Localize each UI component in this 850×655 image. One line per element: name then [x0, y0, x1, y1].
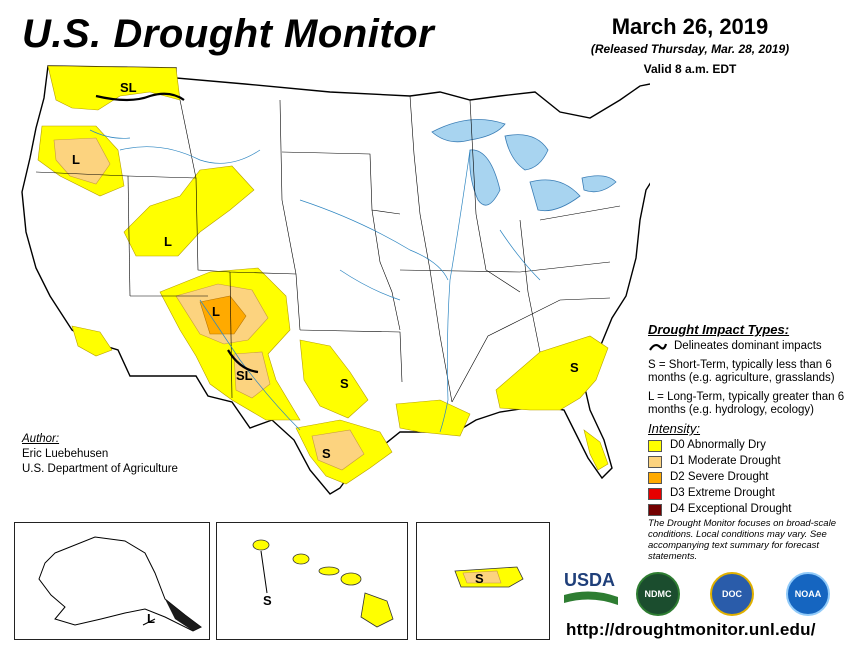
date-block: March 26, 2019 (Released Thursday, Mar. … — [560, 14, 820, 76]
intensity-list: D0 Abnormally Dry D1 Moderate Drought D2 S… — [648, 439, 848, 516]
intensity-row: D4 Exceptional Drought — [648, 503, 848, 516]
delineates-text: Delineates dominant impacts — [674, 340, 822, 352]
label-pr: S — [475, 571, 484, 586]
intensity-swatch — [648, 471, 662, 484]
hawaii-map: S — [252, 539, 394, 628]
d0-pacific-nw — [47, 65, 181, 111]
intensity-row: D2 Severe Drought — [648, 471, 848, 484]
label-ut: L — [164, 234, 172, 249]
d0-gulf-coast — [395, 399, 471, 437]
label-hi: S — [263, 593, 272, 608]
molokai — [318, 566, 340, 576]
d0-california-south — [71, 325, 113, 357]
alaska-inset: L — [14, 522, 210, 640]
big-island — [360, 592, 394, 628]
intensity-label: D1 Moderate Drought — [670, 455, 781, 467]
long-term-text: L = Long-Term, typically greater than 6 … — [648, 391, 845, 416]
author-block: Author: Eric Luebehusen U.S. Department … — [22, 432, 178, 477]
conus-map: SL L L L SL S S S — [21, 65, 650, 495]
noaa-logo: NOAA — [786, 572, 830, 616]
kauai — [252, 539, 270, 551]
ndmc-logo: NDMC — [636, 572, 680, 616]
label-tx-n: S — [340, 376, 349, 391]
label-wa: SL — [120, 80, 137, 95]
d1-oregon — [53, 137, 111, 185]
label-or: L — [72, 152, 80, 167]
label-tx-s: S — [322, 446, 331, 461]
d2-areas — [199, 295, 247, 335]
d1-texas-south — [311, 429, 365, 471]
label-nm: SL — [236, 368, 253, 383]
map-date: March 26, 2019 — [611, 14, 769, 39]
disclaimer-note: The Drought Monitor focuses on broad-sca… — [648, 518, 836, 562]
website-url[interactable]: http://droughtmonitor.unl.edu/ — [566, 620, 816, 639]
pr-d1 — [462, 570, 502, 584]
intensity-heading: Intensity: — [648, 421, 701, 436]
d0-southeast — [495, 335, 609, 411]
impact-heading: Drought Impact Types: — [648, 322, 790, 337]
impact-lines — [95, 92, 259, 374]
intensity-row: D3 Extreme Drought — [648, 487, 848, 500]
intensity-label: D0 Abnormally Dry — [670, 439, 766, 451]
d0-florida — [583, 429, 609, 471]
label-ak: L — [147, 611, 155, 626]
state-lines — [35, 95, 621, 403]
label-sc: S — [570, 360, 579, 375]
short-term-text: S = Short-Term, typically less than 6 mo… — [648, 359, 835, 384]
valid-time: Valid 8 a.m. EDT — [643, 62, 737, 76]
impact-labels: SL L L L SL S S S — [72, 80, 579, 461]
release-date: (Released Thursday, Mar. 28, 2019) — [590, 42, 790, 56]
commerce-logo: DOC — [710, 572, 754, 616]
usda-logo: USDA — [564, 570, 618, 610]
d0-texas-north — [299, 339, 369, 419]
d2-four-corners — [199, 295, 247, 335]
intensity-swatch — [648, 439, 662, 452]
alaska-land — [38, 536, 202, 632]
intensity-swatch — [648, 455, 662, 468]
puerto-rico-map: S — [454, 566, 524, 588]
author-name: Eric Luebehusen — [22, 448, 109, 460]
usda-swoosh — [564, 591, 618, 605]
intensity-row: D1 Moderate Drought — [648, 455, 848, 468]
puerto-rico-inset: S — [416, 522, 550, 640]
intensity-row: D0 Abnormally Dry — [648, 439, 848, 452]
maui — [340, 572, 362, 586]
legend: Drought Impact Types: Delineates dominan… — [648, 322, 848, 516]
author-heading: Author: — [22, 433, 60, 445]
hawaii-inset: S — [216, 522, 408, 640]
oahu — [292, 553, 310, 565]
usda-wordmark: USDA — [564, 570, 616, 590]
author-org: U.S. Department of Agriculture — [22, 463, 178, 475]
intensity-label: D4 Exceptional Drought — [670, 503, 792, 515]
page-title: U.S. Drought Monitor — [22, 12, 435, 56]
alaska-map: L — [38, 536, 202, 632]
intensity-swatch — [648, 503, 662, 516]
delineates-row: Delineates dominant impacts — [648, 340, 848, 353]
rivers — [89, 129, 541, 433]
label-az: L — [212, 304, 220, 319]
great-lakes — [431, 119, 617, 212]
intensity-label: D2 Severe Drought — [670, 471, 769, 483]
impact-line-icon — [649, 343, 668, 351]
alaska-southeast — [165, 599, 201, 631]
intensity-label: D3 Extreme Drought — [670, 487, 775, 499]
intensity-swatch — [648, 487, 662, 500]
d0-idaho-utah — [123, 165, 255, 257]
